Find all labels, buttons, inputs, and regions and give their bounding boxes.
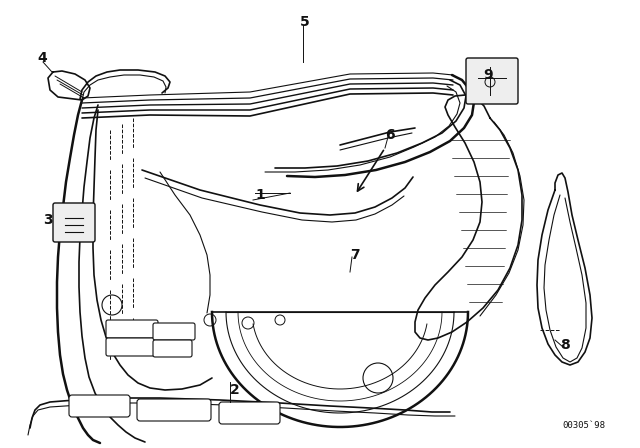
- FancyBboxPatch shape: [466, 58, 518, 104]
- FancyBboxPatch shape: [219, 402, 280, 424]
- Text: 5: 5: [300, 15, 310, 29]
- Text: 7: 7: [350, 248, 360, 262]
- Text: 1: 1: [255, 188, 265, 202]
- Text: 00305`98: 00305`98: [562, 421, 605, 430]
- FancyBboxPatch shape: [69, 395, 130, 417]
- Text: 4: 4: [37, 51, 47, 65]
- FancyBboxPatch shape: [137, 399, 211, 421]
- Text: 6: 6: [385, 128, 395, 142]
- FancyBboxPatch shape: [106, 338, 155, 356]
- FancyBboxPatch shape: [106, 320, 158, 338]
- FancyBboxPatch shape: [153, 340, 192, 357]
- FancyBboxPatch shape: [53, 203, 95, 242]
- Text: 2: 2: [230, 383, 240, 397]
- Text: 3: 3: [43, 213, 53, 227]
- Text: 8: 8: [560, 338, 570, 352]
- Text: 9: 9: [483, 68, 493, 82]
- FancyBboxPatch shape: [153, 323, 195, 340]
